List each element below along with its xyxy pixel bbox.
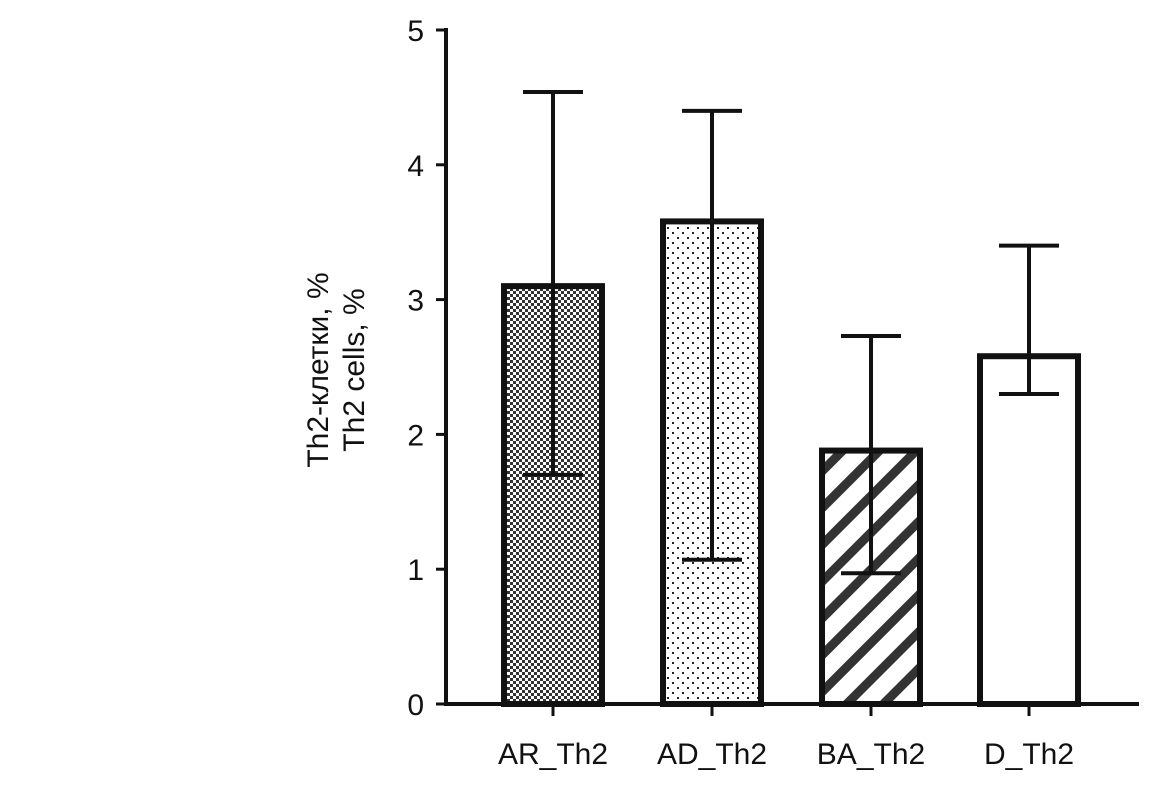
y-tick-label: 4 [407,150,424,183]
y-tick-label: 5 [407,15,424,48]
y-axis-label-line-1: Th2-клетки, % [302,272,335,467]
x-tick-label: BA_Th2 [817,738,925,771]
x-tick-label: AR_Th2 [498,738,608,771]
y-axis-ticks: 0 1 2 3 4 5 [407,15,446,722]
x-tick-label: D_Th2 [984,738,1074,771]
y-tick-label: 3 [407,285,424,318]
y-tick-label: 2 [407,419,424,452]
y-tick-label: 0 [407,689,424,722]
error-bars [523,90,1059,576]
y-axis-label: Th2-клетки, % Th2 cells, % [302,272,371,467]
x-tick-label: AD_Th2 [657,738,767,771]
x-axis-labels: AR_Th2 AD_Th2 BA_Th2 D_Th2 [498,704,1074,771]
y-tick-label: 1 [407,554,424,587]
bars [501,218,1081,708]
bar-d-th2 [977,353,1081,707]
y-axis-label-line-2: Th2 cells, % [338,288,371,451]
